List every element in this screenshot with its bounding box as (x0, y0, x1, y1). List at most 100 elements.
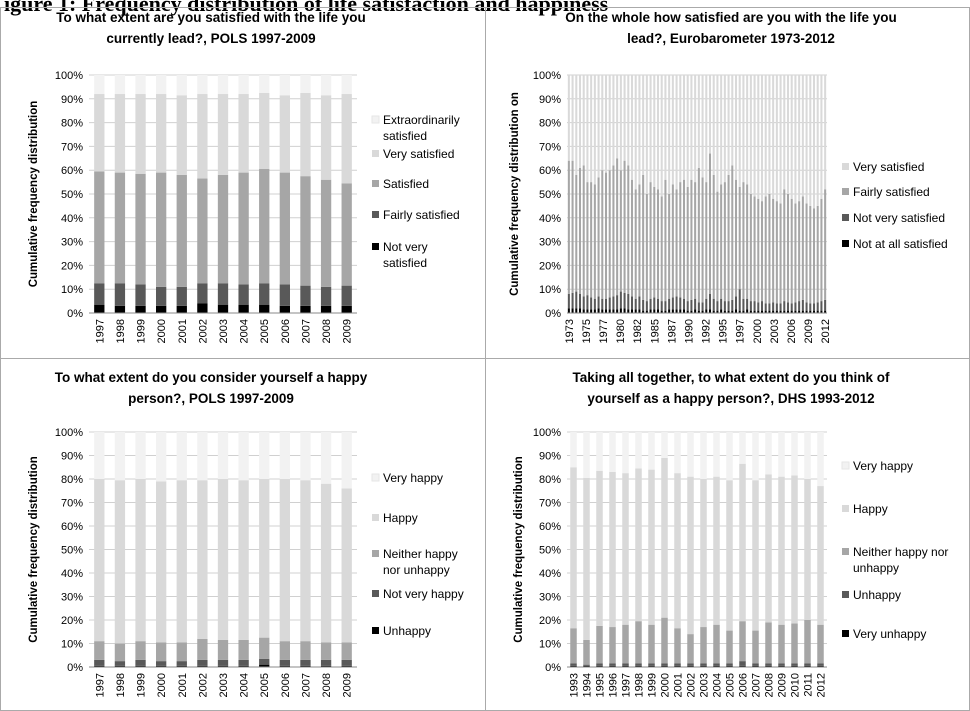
bar-segment (760, 301, 764, 311)
bar-segment (679, 309, 682, 313)
bar-segment (623, 75, 626, 161)
bar-segment (739, 665, 746, 667)
bar-segment (720, 75, 723, 185)
bar-segment (820, 198, 823, 302)
legend-label: Not at all satisfied (853, 237, 948, 251)
bar-segment (619, 170, 622, 292)
bar-segment (217, 304, 229, 313)
legend-swatch (371, 115, 380, 124)
bar-segment (627, 309, 630, 313)
bar-segment (630, 179, 634, 297)
y-tick-label: 60% (539, 521, 561, 533)
x-tick-label: 2003 (769, 319, 781, 343)
bar-segment (300, 480, 311, 642)
x-tick-label: 2009 (803, 319, 815, 343)
bar-segment (705, 298, 708, 310)
bar-segment (687, 634, 694, 664)
bar-segment (567, 160, 570, 294)
bar-segment (809, 75, 812, 206)
bar-segment (622, 624, 629, 664)
legend-label: Fairly satisfied (853, 185, 930, 199)
bar-segment (176, 642, 187, 662)
bar-segment (623, 292, 626, 309)
legend-label: Very unhappy (853, 627, 926, 641)
legend-label: Very satisfied (853, 160, 924, 174)
bar-segment (578, 293, 582, 309)
bar-segment (197, 94, 208, 179)
legend-swatch (842, 591, 849, 598)
y-tick-label: 60% (539, 165, 561, 177)
bar-segment (824, 189, 827, 300)
bar-segment (653, 75, 656, 187)
bar-segment (259, 664, 270, 667)
bar-segment (601, 75, 604, 171)
x-tick-label: 1985 (649, 319, 661, 343)
y-tick-label: 80% (61, 474, 83, 486)
bar-segment (238, 659, 249, 666)
y-tick-label: 10% (539, 284, 561, 296)
bar-segment (570, 663, 577, 666)
bar-segment (259, 432, 270, 479)
bar-segment (713, 663, 720, 666)
bar-segment (176, 432, 187, 481)
x-tick-label: 1996 (608, 673, 620, 697)
bar-segment (634, 189, 637, 299)
bar-segment (135, 305, 146, 313)
bar-segment (645, 75, 648, 194)
bar-segment (582, 75, 585, 166)
bar-segment (586, 182, 589, 296)
x-tick-label: 2009 (342, 319, 354, 343)
x-tick-label: 2000 (156, 673, 168, 697)
x-tick-label: 2004 (239, 319, 251, 343)
x-tick-label: 2009 (342, 673, 354, 697)
bar-segment (94, 641, 105, 660)
bar-segment (726, 630, 733, 664)
bar-segment (757, 75, 760, 199)
bar-segment (738, 75, 741, 187)
bar-segment (686, 75, 689, 187)
legend-swatch (372, 627, 379, 634)
bar-segment (320, 665, 332, 667)
bar-segment (812, 303, 816, 311)
bar-segment (596, 432, 603, 471)
bar-segment (114, 305, 126, 313)
bar-segment (156, 665, 167, 667)
bar-segment (746, 184, 749, 299)
bar-segment (649, 309, 652, 313)
y-tick-label: 0% (545, 662, 561, 674)
bar-segment (597, 177, 600, 297)
bar-segment (645, 301, 648, 311)
bar-segment (804, 479, 811, 620)
figure-heading: igure 1: Frequency distribution of life … (4, 0, 609, 16)
bar-segment (700, 432, 707, 479)
x-tick-label: 2010 (790, 673, 802, 697)
bar-segment (653, 186, 656, 298)
bar-segment (752, 630, 759, 664)
bar-segment (726, 480, 733, 631)
legend-label: Extraordinarily (383, 113, 460, 127)
bar-segment (713, 432, 720, 477)
y-tick-label: 50% (539, 545, 561, 557)
bar-segment (578, 308, 582, 313)
bar-segment (661, 663, 668, 666)
bar-segment (753, 301, 756, 311)
bar-segment (772, 310, 775, 313)
bar-segment (697, 167, 700, 303)
bar-segment (94, 659, 105, 666)
bar-segment (668, 298, 671, 310)
bar-segment (571, 75, 574, 161)
bar-segment (279, 95, 290, 173)
bar-segment (156, 305, 167, 313)
bar-segment (720, 184, 723, 299)
bar-segment (798, 201, 801, 302)
y-tick-label: 20% (539, 615, 561, 627)
bar-segment (809, 310, 812, 313)
y-tick-label: 90% (61, 94, 83, 106)
y-tick-label: 0% (67, 662, 83, 674)
x-tick-label: 2005 (259, 673, 271, 697)
bar-segment (649, 298, 652, 310)
bar-segment (575, 75, 578, 175)
y-tick-label: 70% (539, 498, 561, 510)
bar-segment (805, 203, 808, 303)
bar-segment (804, 432, 811, 479)
